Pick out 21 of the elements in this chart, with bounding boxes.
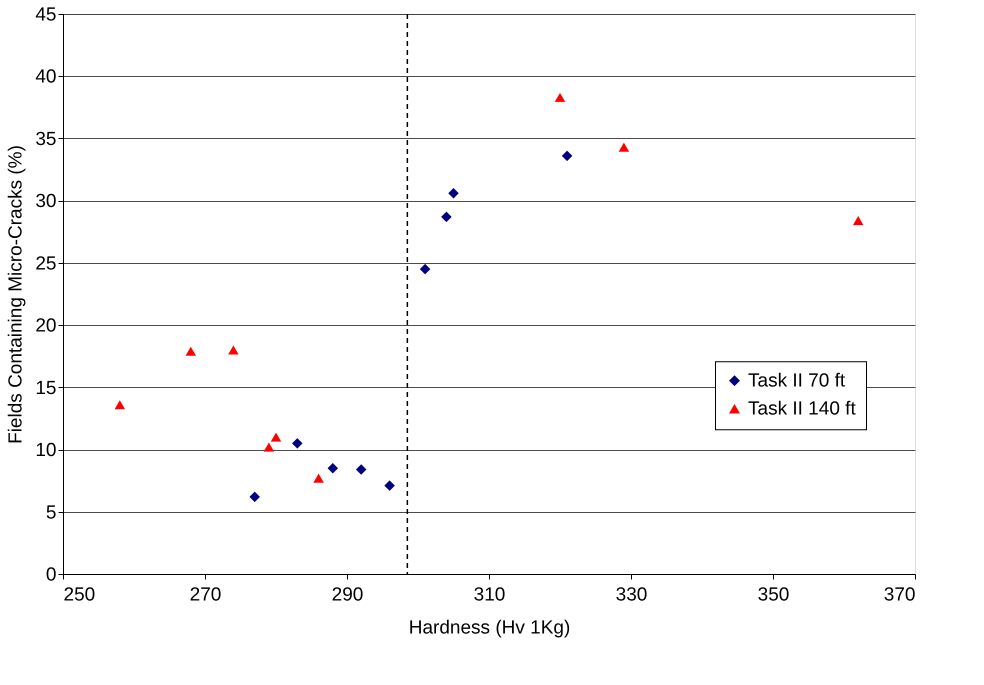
y-tick-label: 10 bbox=[35, 440, 56, 462]
y-tick-label: 5 bbox=[46, 502, 56, 524]
y-tick-label: 35 bbox=[35, 128, 56, 150]
y-tick-label: 20 bbox=[35, 316, 56, 337]
x-tick-label: 270 bbox=[190, 584, 222, 606]
x-tick-label: 310 bbox=[474, 584, 506, 606]
legend-label: Task II 140 ft bbox=[748, 398, 856, 420]
x-tick-label: 370 bbox=[884, 584, 916, 606]
y-axis-title: Fields Containing Micro-Cracks (%) bbox=[5, 145, 26, 444]
y-tick-label: 0 bbox=[46, 564, 56, 586]
x-tick-label: 330 bbox=[616, 584, 648, 606]
y-tick-label: 30 bbox=[35, 191, 56, 212]
x-axis-title: Hardness (Hv 1Kg) bbox=[408, 618, 570, 638]
x-tick-label: 250 bbox=[64, 584, 96, 606]
x-tick-label: 350 bbox=[758, 584, 790, 606]
legend-label: Task II 70 ft bbox=[748, 370, 846, 392]
y-tick-label: 15 bbox=[35, 378, 56, 399]
y-tick-label: 45 bbox=[35, 4, 56, 26]
y-tick-label: 40 bbox=[35, 66, 56, 88]
y-tick-label: 25 bbox=[35, 253, 56, 274]
x-tick-label: 290 bbox=[332, 584, 364, 606]
